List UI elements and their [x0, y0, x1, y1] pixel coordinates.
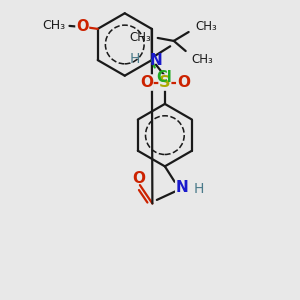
Text: O: O — [140, 75, 153, 90]
Text: N: N — [150, 53, 163, 68]
Text: CH₃: CH₃ — [42, 20, 65, 32]
Text: CH₃: CH₃ — [196, 20, 217, 33]
Text: O: O — [177, 75, 190, 90]
Text: CH₃: CH₃ — [129, 32, 151, 44]
Text: H: H — [130, 52, 140, 66]
Text: CH₃: CH₃ — [192, 53, 213, 66]
Text: O: O — [76, 19, 88, 34]
Text: S: S — [159, 75, 171, 90]
Text: N: N — [176, 180, 188, 195]
Text: O: O — [132, 171, 145, 186]
Text: Cl: Cl — [156, 70, 172, 85]
Text: H: H — [194, 182, 204, 196]
